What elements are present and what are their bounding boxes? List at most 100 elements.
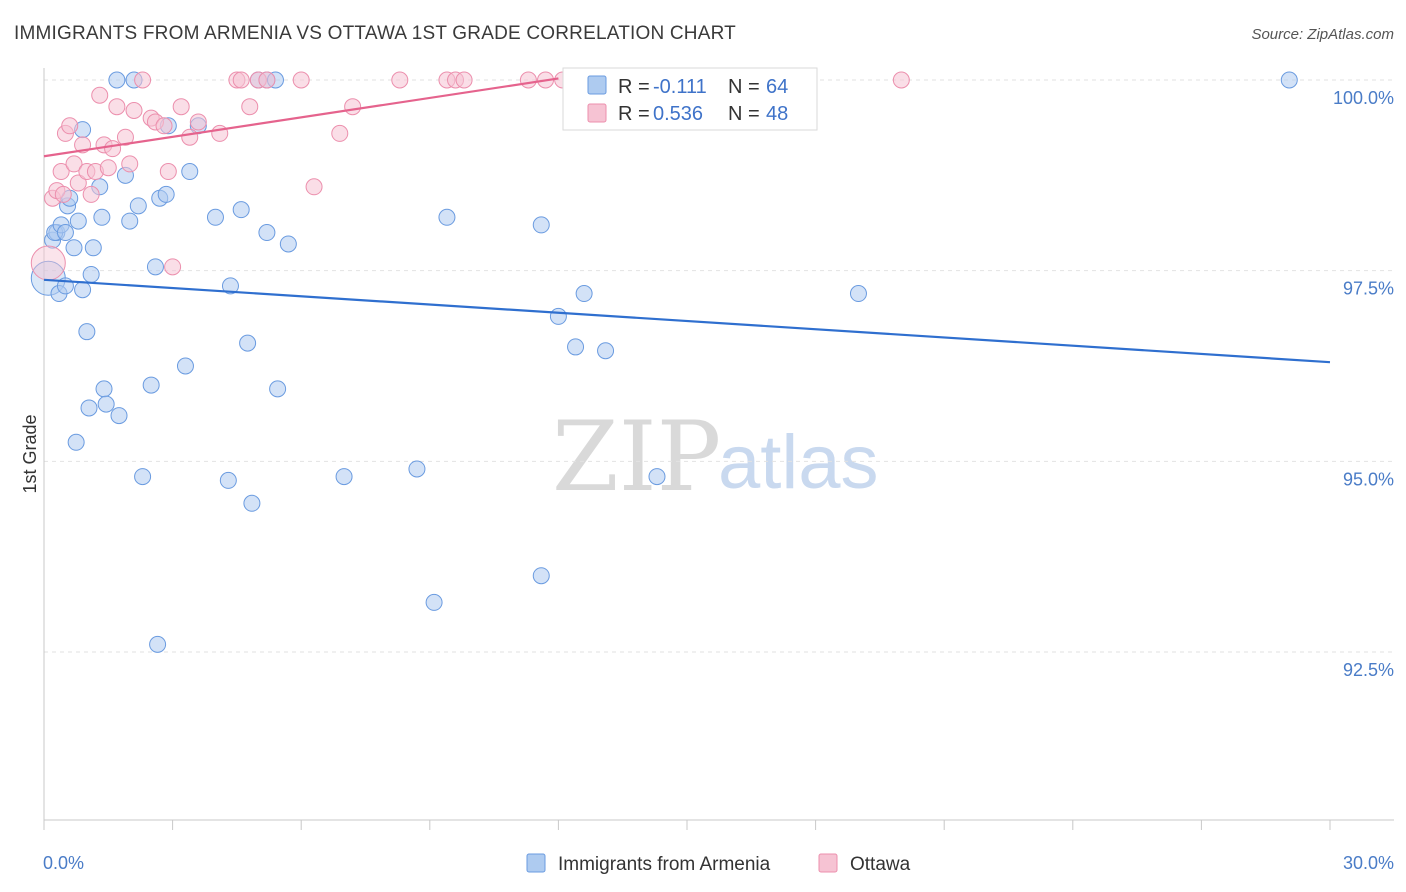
point-armenia: [95, 380, 113, 398]
legend: Immigrants from Armenia Ottawa: [526, 853, 911, 875]
point-ottawa: [82, 185, 100, 203]
legend-label-armenia: Immigrants from Armenia: [558, 854, 771, 875]
chart-title: IMMIGRANTS FROM ARMENIA VS OTTAWA 1ST GR…: [14, 23, 736, 44]
trend-line-ottawa: [43, 77, 559, 158]
stats-ottawa-n-label: N =: [728, 103, 760, 125]
point-ottawa: [159, 163, 177, 181]
point-ottawa: [232, 71, 250, 89]
point-ottawa: [519, 71, 537, 89]
point-armenia: [206, 208, 224, 226]
watermark-zip: ZIP: [552, 401, 721, 513]
point-ottawa: [189, 113, 207, 131]
point-ottawa: [344, 98, 362, 116]
point-ottawa: [91, 86, 109, 104]
point-armenia: [93, 208, 111, 226]
stats-armenia-n-label: N =: [728, 76, 760, 98]
point-armenia: [56, 224, 74, 242]
point-armenia: [549, 307, 567, 325]
y-tick-label: 95.0%: [1343, 469, 1394, 489]
stats-armenia-r-value: -0.111: [653, 76, 707, 98]
trend-line-armenia: [43, 278, 1331, 364]
point-armenia: [121, 212, 139, 230]
point-armenia: [648, 468, 666, 486]
point-armenia: [129, 197, 147, 215]
point-ottawa: [52, 163, 70, 181]
point-armenia: [82, 265, 100, 283]
series-armenia-points: [30, 71, 1298, 653]
legend-label-ottawa: Ottawa: [850, 854, 911, 875]
point-ottawa: [99, 159, 117, 177]
point-armenia: [279, 235, 297, 253]
legend-swatch-armenia: [526, 853, 546, 873]
point-armenia: [567, 338, 585, 356]
y-axis-title: 1st Grade: [20, 414, 40, 493]
point-armenia: [146, 258, 164, 276]
stats-armenia-n-value: 64: [766, 76, 788, 98]
chart-source: Source: ZipAtlas.com: [1251, 26, 1394, 43]
point-ottawa: [305, 178, 323, 196]
point-armenia: [69, 212, 87, 230]
stats-swatch-armenia: [587, 75, 607, 95]
stats-swatch-ottawa: [587, 103, 607, 123]
point-armenia: [176, 357, 194, 375]
point-armenia: [532, 216, 550, 234]
stats-ottawa-r-label: R =: [618, 103, 650, 125]
point-armenia: [438, 208, 456, 226]
point-ottawa: [455, 71, 473, 89]
stats-ottawa-r-value: 0.536: [653, 103, 703, 125]
point-armenia: [335, 468, 353, 486]
point-armenia: [181, 163, 199, 181]
point-ottawa: [30, 245, 66, 281]
point-ottawa: [104, 140, 122, 158]
point-armenia: [849, 285, 867, 303]
point-ottawa: [116, 128, 134, 146]
legend-item-armenia[interactable]: Immigrants from Armenia: [526, 853, 771, 875]
legend-item-ottawa[interactable]: Ottawa: [818, 853, 911, 875]
point-ottawa: [155, 117, 173, 135]
point-armenia: [269, 380, 287, 398]
legend-swatch-ottawa: [818, 853, 838, 873]
point-armenia: [232, 201, 250, 219]
point-armenia: [425, 593, 443, 611]
y-axis-tick-labels: 100.0% 97.5% 95.0% 92.5%: [1333, 88, 1394, 680]
point-ottawa: [134, 71, 152, 89]
point-armenia: [258, 224, 276, 242]
point-armenia: [239, 334, 257, 352]
point-ottawa: [108, 98, 126, 116]
point-armenia: [108, 71, 126, 89]
stats-ottawa-n-value: 48: [766, 103, 788, 125]
point-armenia: [149, 635, 167, 653]
watermark-atlas: atlas: [718, 420, 879, 505]
point-ottawa: [292, 71, 310, 89]
gridlines: [44, 79, 1394, 653]
stats-box: R = -0.111 N = 64 R = 0.536 N = 48: [562, 67, 818, 131]
point-armenia: [597, 342, 615, 360]
point-armenia: [1280, 71, 1298, 89]
point-armenia: [110, 407, 128, 425]
point-armenia: [67, 433, 85, 451]
x-tick-label: 30.0%: [1343, 853, 1394, 873]
point-ottawa: [391, 71, 409, 89]
point-ottawa: [241, 98, 259, 116]
point-armenia: [532, 567, 550, 585]
point-ottawa: [69, 174, 87, 192]
point-ottawa: [172, 98, 190, 116]
y-tick-label: 92.5%: [1343, 660, 1394, 680]
stats-armenia-r-label: R =: [618, 76, 650, 98]
y-tick-label: 100.0%: [1333, 88, 1394, 108]
point-ottawa: [258, 71, 276, 89]
point-armenia: [134, 468, 152, 486]
point-armenia: [84, 239, 102, 257]
point-armenia: [142, 376, 160, 394]
point-ottawa: [54, 185, 72, 203]
point-armenia: [221, 277, 239, 295]
point-ottawa: [125, 102, 143, 120]
point-armenia: [157, 185, 175, 203]
point-ottawa: [164, 258, 182, 276]
point-ottawa: [892, 71, 910, 89]
point-ottawa: [181, 128, 199, 146]
point-armenia: [243, 494, 261, 512]
point-ottawa: [121, 155, 139, 173]
